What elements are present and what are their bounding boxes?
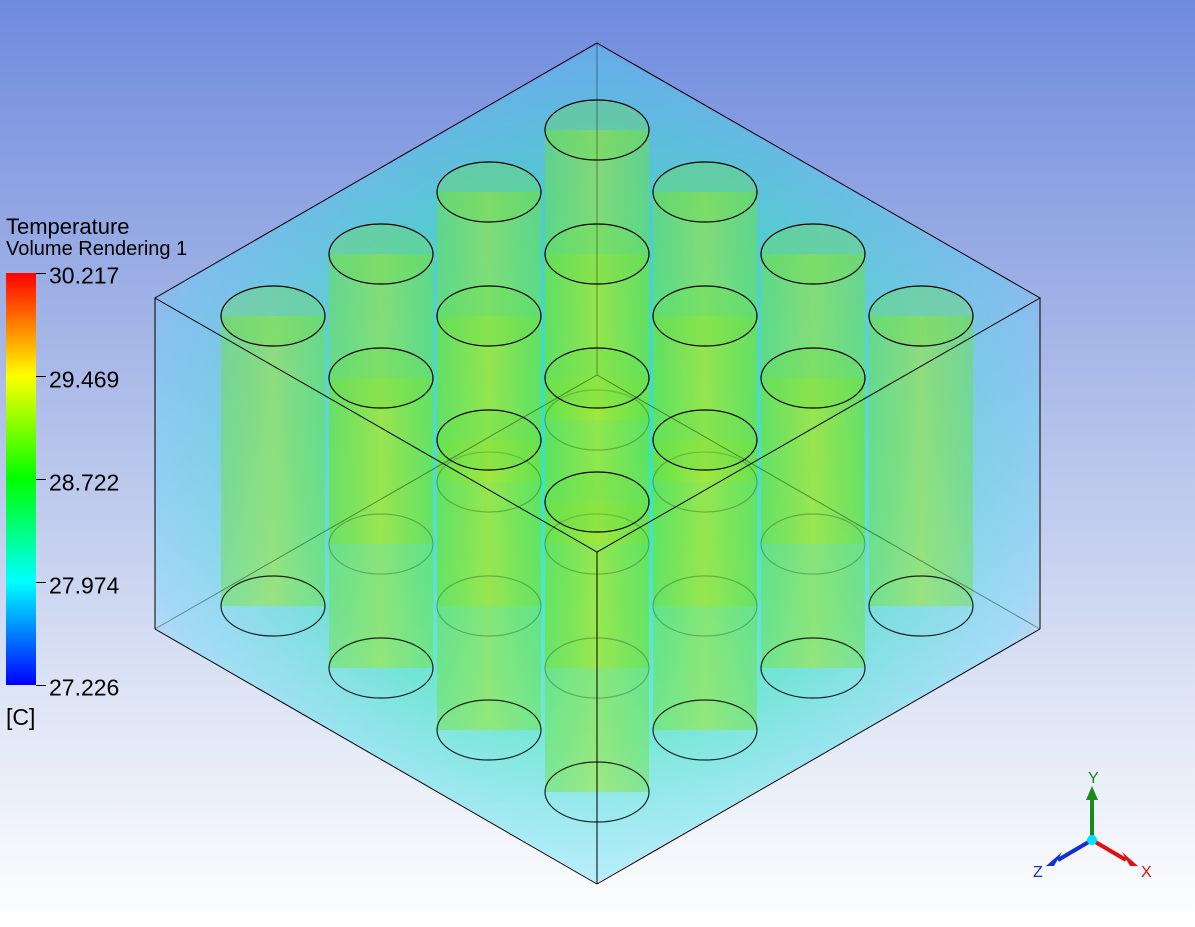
cylinder-body (437, 440, 541, 730)
cylinder-top-outline (544, 99, 650, 161)
bounding-box (153, 42, 1042, 885)
legend-tick-min: 27.226 (49, 674, 120, 701)
cylinder-top-outline (436, 161, 542, 223)
cylinder-top-outline (544, 223, 650, 285)
cylinder-bottom-outline (652, 451, 758, 513)
cylinder-top-outline (652, 161, 758, 223)
cylinder-body (329, 378, 433, 668)
cylinder-body (869, 316, 973, 606)
legend-title: Temperature (6, 214, 130, 239)
cylinder-bottom-outline (436, 575, 542, 637)
legend-unit: [C] (6, 704, 36, 730)
cylinder-top-outline (328, 347, 434, 409)
cylinder-top-outline (328, 223, 434, 285)
cylinder-top-outline (652, 285, 758, 347)
cylinder-top-outline (436, 409, 542, 471)
cylinder-top-outline (652, 409, 758, 471)
legend-tick-max: 30.217 (49, 262, 120, 289)
axis-triad[interactable]: Y X Z (1033, 770, 1152, 881)
tick-mark (36, 376, 46, 377)
cylinder-top-outline (760, 223, 866, 285)
legend-tick-3: 28.722 (49, 469, 120, 496)
cylinder-array (220, 99, 974, 823)
cylinder-bottom-outline (652, 699, 758, 761)
color-scale-bar (6, 273, 36, 685)
cylinder-bottom-outline (328, 513, 434, 575)
cylinder-top-outline (760, 347, 866, 409)
z-axis-label: Z (1033, 864, 1043, 881)
triad-origin-icon (1087, 835, 1097, 845)
cylinder-top-outline (544, 347, 650, 409)
legend-tick-2: 29.469 (49, 366, 120, 393)
cylinder-bottom-outline (328, 637, 434, 699)
cylinder-top-outline (220, 285, 326, 347)
cylinder-bottom-outline (760, 513, 866, 575)
cylinder-body (761, 378, 865, 668)
legend-subtitle: Volume Rendering 1 (6, 238, 188, 260)
y-axis-arrow-icon (1086, 786, 1098, 800)
cylinder-body (653, 440, 757, 730)
cylinder-bottom-outline (220, 575, 326, 637)
cylinder-bottom-outline (760, 637, 866, 699)
x-axis-label: X (1141, 864, 1152, 881)
cylinder-top-outline (436, 285, 542, 347)
legend-tick-4: 27.974 (49, 572, 120, 599)
tick-mark (36, 273, 46, 274)
z-axis-arrow-icon (1046, 852, 1062, 866)
cylinder-bottom-outline (652, 575, 758, 637)
cylinder-top-outline (868, 285, 974, 347)
tick-mark (36, 685, 46, 686)
tick-mark (36, 479, 46, 480)
cylinder-bottom-outline (436, 699, 542, 761)
x-axis-arrow-icon (1122, 852, 1138, 866)
y-axis-label: Y (1088, 770, 1099, 787)
cylinder-top-outline (544, 471, 650, 533)
cylinder-body (221, 316, 325, 606)
cylinder-bottom-outline (436, 451, 542, 513)
cylinder-bottom-outline (544, 389, 650, 451)
tick-mark (36, 582, 46, 583)
cylinder-bottom-outline (868, 575, 974, 637)
